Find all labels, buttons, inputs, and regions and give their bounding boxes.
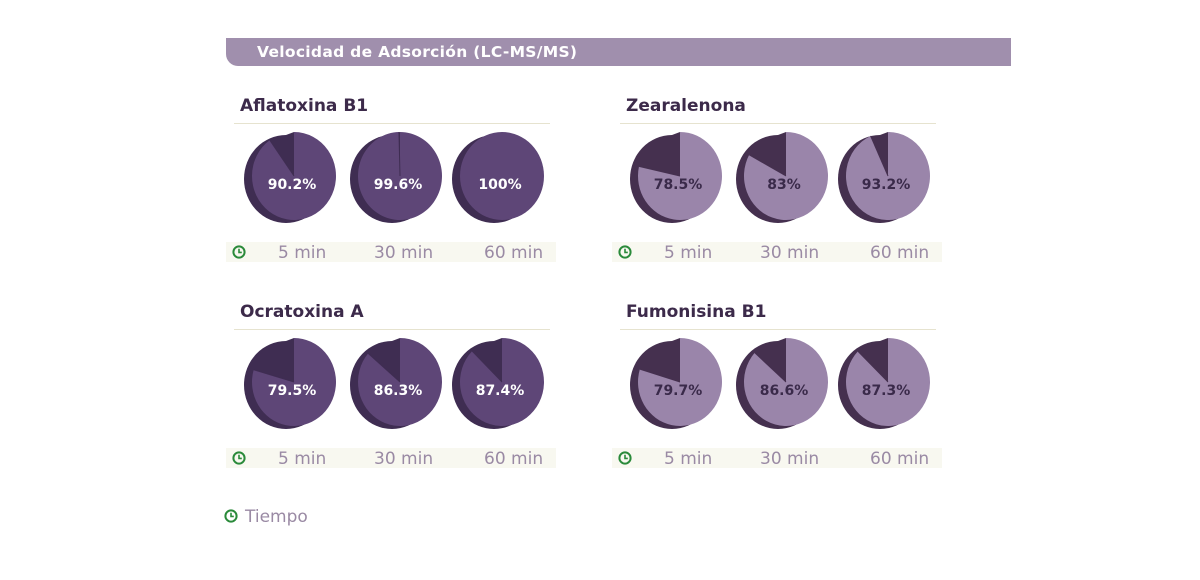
clock-icon [224,509,238,523]
pie-wedge-wall [880,338,888,385]
pie-edge [639,368,681,383]
panel-zearalenona: Zearalenona 78.5% 83% 93.2% 5 min 30 min 6… [612,96,942,266]
pie-wedge-wall [672,338,680,385]
time-label: 60 min [484,243,544,263]
time-label: 30 min [374,243,434,263]
time-label: 5 min [278,449,327,469]
pie-1: 99.6% [346,130,450,230]
time-label: 30 min [374,449,434,469]
pie-wedge-wall [392,338,400,385]
time-row: 5 min 30 min 60 min [612,448,942,469]
header-banner: Velocidad de Adsorción (LC-MS/MS) [226,38,1011,66]
pie-0: 78.5% [626,130,730,230]
page-title: Velocidad de Adsorción (LC-MS/MS) [257,43,578,61]
pie-group: 79.7% 86.6% 87.3% [612,336,942,436]
pie-edge [870,135,889,177]
pie-svg [838,338,930,429]
pie-1: 86.6% [732,336,836,436]
clock-icon [232,451,246,465]
pie-slice [460,132,544,220]
pie-edge [638,165,681,177]
pie-svg [452,132,544,223]
pie-2: 87.4% [448,336,552,436]
pie-0: 79.7% [626,336,730,436]
pie-svg [244,338,336,429]
pie-value-label: 87.3% [861,383,911,399]
pie-edge [857,350,889,383]
pie-group: 78.5% 83% 93.2% [612,130,942,230]
pie-edge [269,139,295,177]
pie-0: 79.5% [240,336,344,436]
pie-svg [244,132,336,223]
pie-svg [838,132,930,223]
pie-value-label: 87.4% [475,383,525,399]
pie-svg [736,132,828,223]
chart-title: Ocratoxina A [240,302,364,322]
panel-fumonisina: Fumonisina B1 79.7% 86.6% 87.3% 5 min 30 m… [612,302,942,472]
clock-icon [618,451,632,465]
chart-title: Aflatoxina B1 [240,96,369,116]
time-label: 30 min [760,243,820,263]
pie-value-label: 86.6% [759,383,809,399]
pie-value-label: 99.6% [373,177,423,193]
pie-value-label: 79.5% [267,383,317,399]
pie-1: 86.3% [346,336,450,436]
title-divider [620,123,936,124]
pie-edge [367,352,401,383]
panel-ocratoxina: Ocratoxina A 79.5% 86.3% 87.4% 5 min 30 mi… [226,302,556,472]
pie-2: 87.3% [834,336,938,436]
pie-value-label: 100% [478,177,522,193]
time-row: 5 min 30 min 60 min [612,242,942,263]
pie-svg [630,338,722,429]
time-label: 60 min [870,243,930,263]
pie-0: 90.2% [240,130,344,230]
time-label: 60 min [484,449,544,469]
title-divider [234,123,550,124]
pie-svg [736,338,828,429]
pie-wedge-wall [778,132,786,179]
pie-2: 93.2% [834,130,938,230]
pie-value-label: 93.2% [861,177,911,193]
time-label: 5 min [664,243,713,263]
pie-edge [398,132,401,177]
pie-wedge-wall [494,338,502,385]
pie-slice [638,132,722,221]
pie-value-label: 78.5% [653,177,703,193]
clock-icon [232,245,246,259]
title-divider [620,329,936,330]
pie-svg [630,132,722,223]
pie-edge [754,352,787,383]
pie-wedge-wall [672,132,680,179]
time-label: 5 min [664,449,713,469]
pie-value-label: 90.2% [267,177,317,193]
pie-group: 79.5% 86.3% 87.4% [226,336,556,436]
clock-icon [618,245,632,259]
legend-label: Tiempo [245,507,308,527]
pie-wedge-wall [778,338,786,385]
time-label: 60 min [870,449,930,469]
pie-edge [748,154,787,177]
chart-title: Zearalenona [626,96,746,116]
pie-value-label: 86.3% [373,383,423,399]
pie-2: 100% [448,130,552,230]
chart-title: Fumonisina B1 [626,302,767,322]
pie-edge [471,350,503,383]
time-label: 30 min [760,449,820,469]
title-divider [234,329,550,330]
pie-value-label: 83% [767,177,801,193]
pie-edge [253,369,295,383]
time-row: 5 min 30 min 60 min [226,242,556,263]
pie-wedge-wall [286,338,294,385]
time-row: 5 min 30 min 60 min [226,448,556,469]
pie-svg [350,338,442,429]
time-label: 5 min [278,243,327,263]
pie-value-label: 79.7% [653,383,703,399]
pie-svg [452,338,544,429]
pie-1: 83% [732,130,836,230]
pie-svg [350,132,442,223]
panel-aflatoxina: Aflatoxina B1 90.2% 99.6% 100% 5 min 30 mi… [226,96,556,266]
pie-group: 90.2% 99.6% 100% [226,130,556,230]
